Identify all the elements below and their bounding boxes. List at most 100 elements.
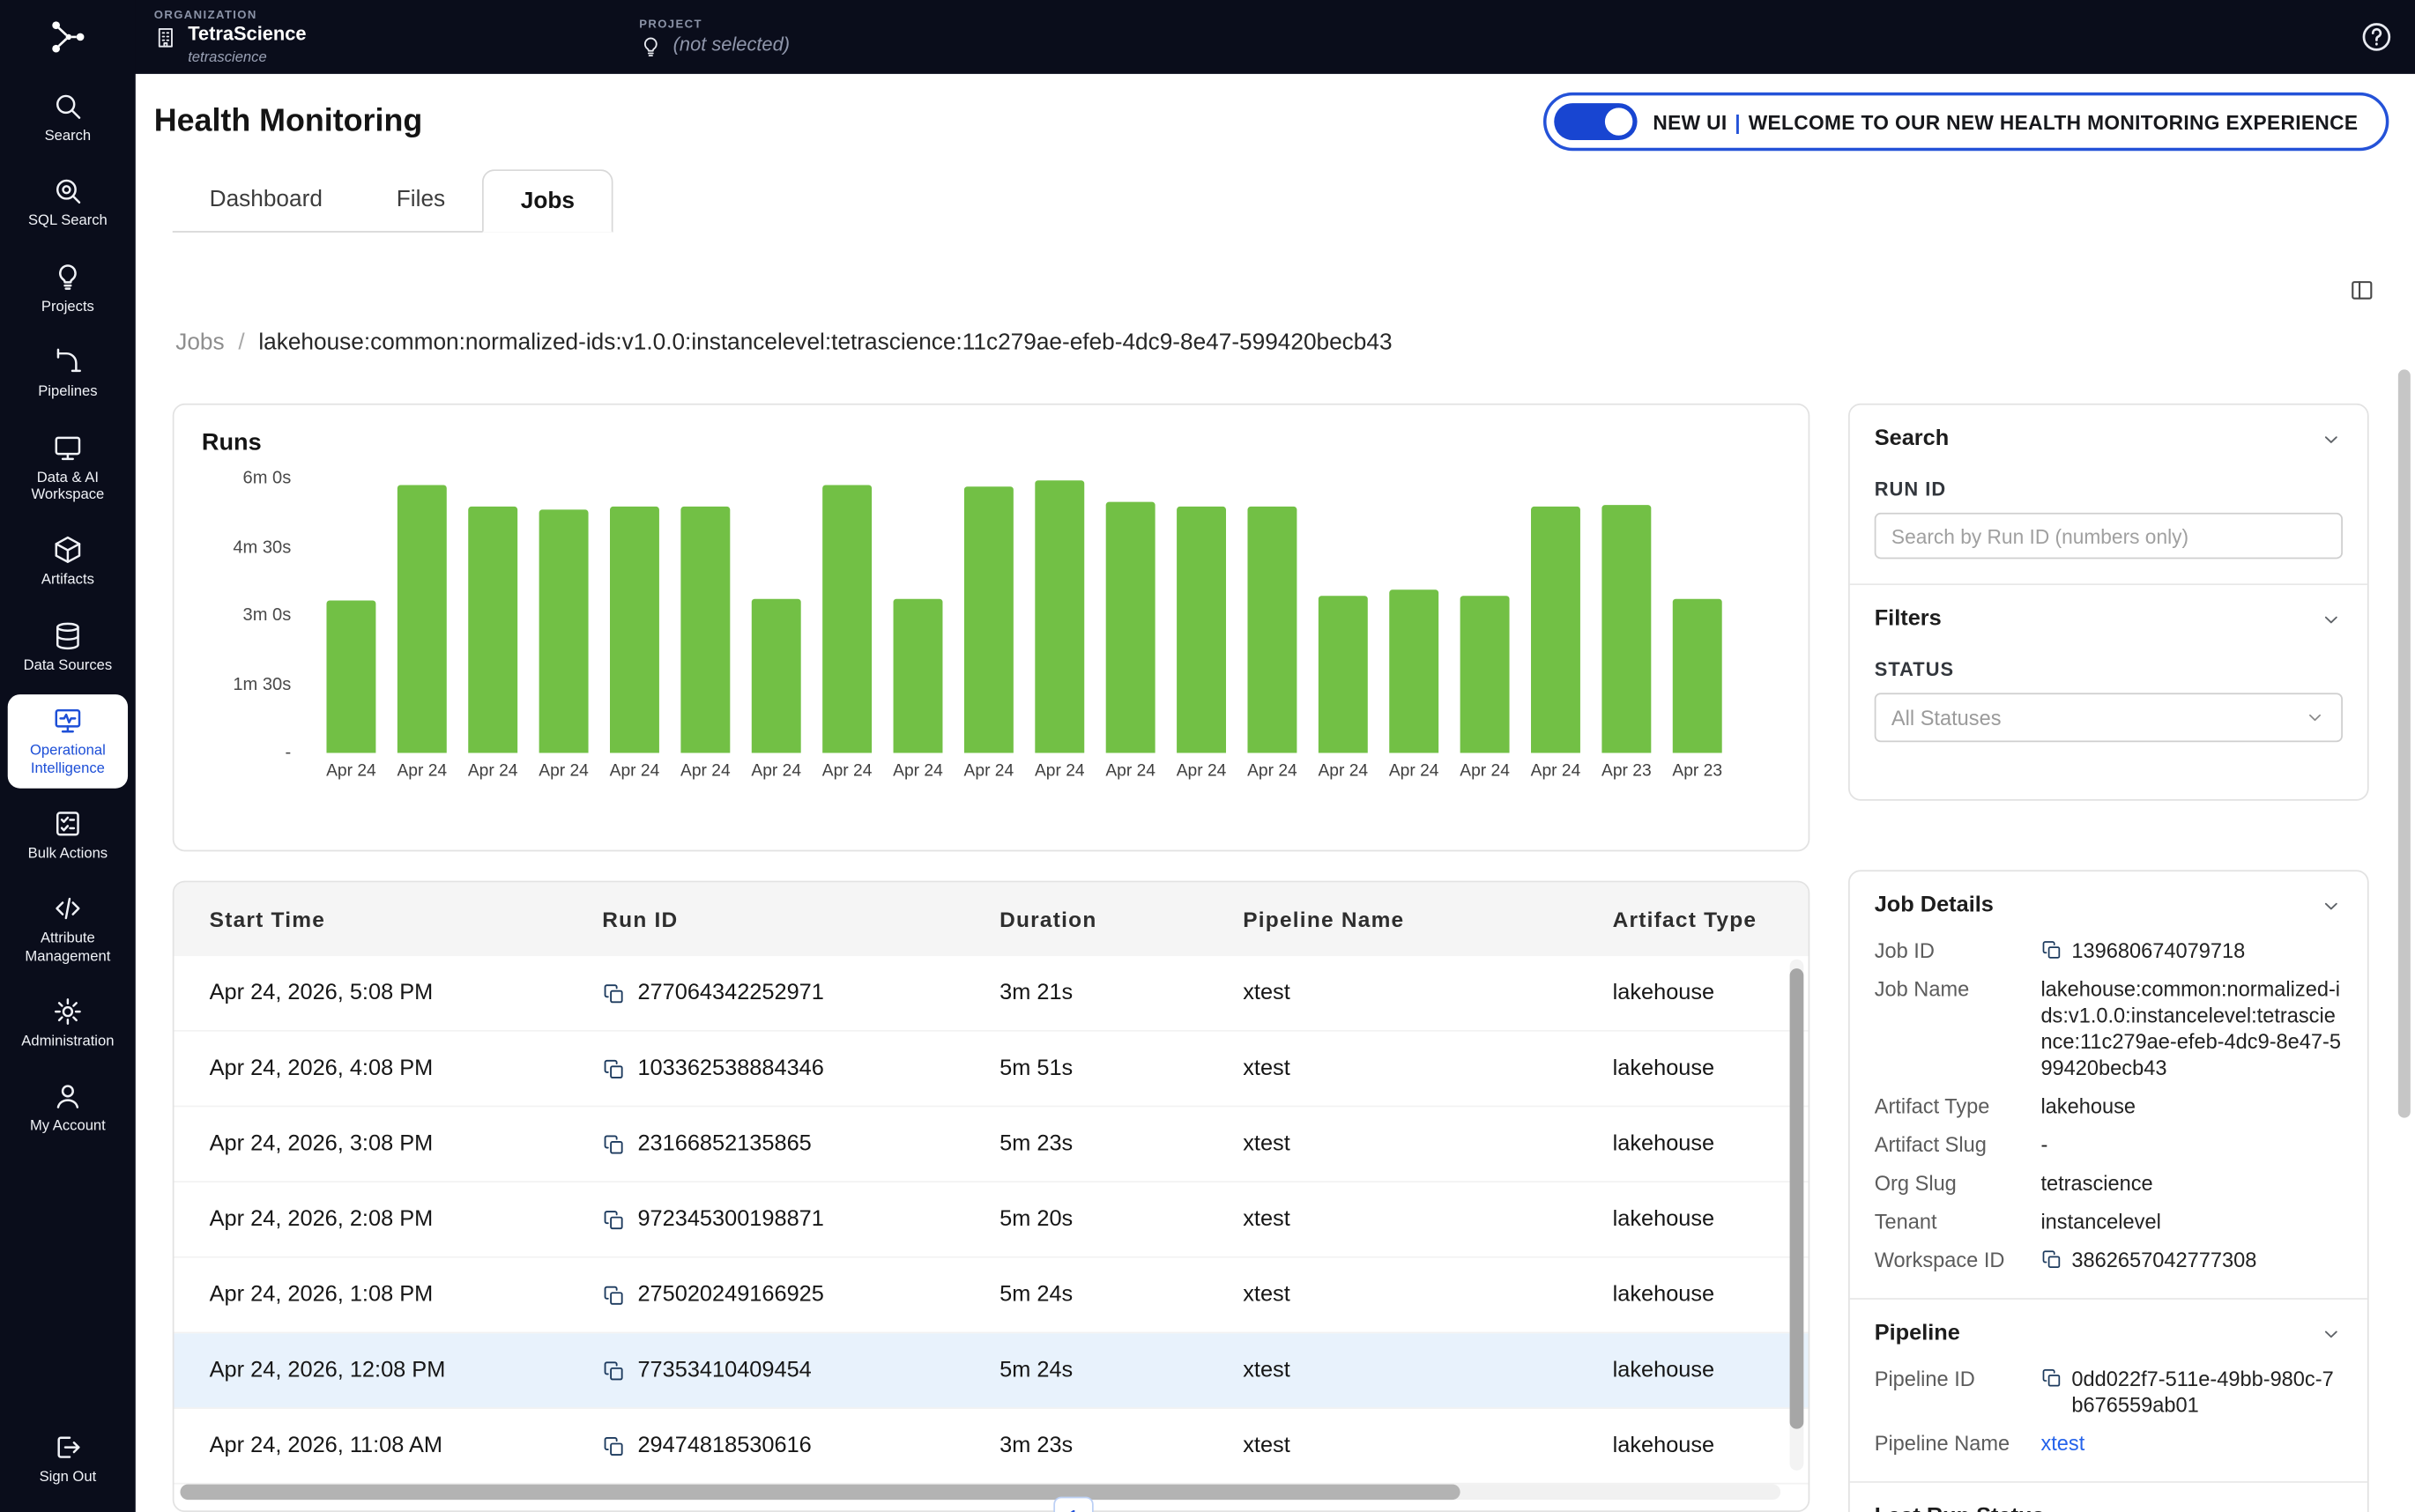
- sidebar-item-bulk-actions[interactable]: Bulk Actions: [8, 797, 128, 873]
- job-details-section-header[interactable]: Job Details: [1875, 893, 2343, 918]
- run-duration-bar[interactable]: [326, 600, 376, 753]
- column-header-artifact-type[interactable]: Artifact Type: [1577, 907, 1808, 931]
- table-row[interactable]: Apr 24, 2026, 1:08 PM 275020249166925 5m 2…: [174, 1257, 1809, 1334]
- run-id-cell[interactable]: 275020249166925: [567, 1283, 964, 1308]
- column-header-start-time[interactable]: Start Time: [209, 907, 326, 932]
- field-value-text[interactable]: xtest: [2040, 1432, 2085, 1456]
- table-row[interactable]: Apr 24, 2026, 5:08 PM 277064342252971 3m 2…: [174, 956, 1809, 1032]
- run-duration-bar[interactable]: [751, 598, 801, 753]
- table-horizontal-scrollbar[interactable]: [180, 1484, 1781, 1501]
- field-value[interactable]: xtest: [2040, 1430, 2343, 1456]
- sidebar-item-pipelines[interactable]: Pipelines: [8, 336, 128, 411]
- run-id-cell[interactable]: 972345300198871: [567, 1207, 964, 1232]
- run-duration-bar[interactable]: [1531, 506, 1580, 753]
- copy-icon[interactable]: [602, 1057, 625, 1080]
- building-icon: [154, 26, 177, 49]
- run-duration-bar[interactable]: [1247, 506, 1297, 753]
- run-duration-bar[interactable]: [893, 598, 943, 753]
- table-vertical-scrollbar-thumb[interactable]: [1789, 968, 1804, 1429]
- page-vertical-scrollbar[interactable]: [2397, 369, 2411, 1118]
- sidebar-item-label: Bulk Actions: [27, 845, 108, 863]
- column-header-pipeline-name[interactable]: Pipeline Name: [1208, 907, 1577, 931]
- run-duration-bar[interactable]: [1318, 596, 1368, 753]
- sidebar-item-search[interactable]: Search: [8, 80, 128, 156]
- copy-icon[interactable]: [2040, 1249, 2062, 1270]
- table-row[interactable]: Apr 24, 2026, 11:08 AM 29474818530616 3m 2…: [174, 1408, 1809, 1485]
- x-axis-label: Apr 24: [539, 762, 589, 781]
- sidebar-item-sql-search[interactable]: SQL Search: [8, 166, 128, 241]
- page-1-button[interactable]: 1: [1053, 1496, 1094, 1512]
- table-horizontal-scrollbar-thumb[interactable]: [180, 1484, 1460, 1501]
- pipeline-name-cell: xtest: [1243, 1358, 1290, 1383]
- sidebar-item-operational-intelligence[interactable]: Operational Intelligence: [7, 694, 129, 789]
- run-duration-bar[interactable]: [680, 506, 731, 753]
- run-id-cell[interactable]: 29474818530616: [567, 1434, 964, 1458]
- breadcrumb-jobs-link[interactable]: Jobs: [175, 329, 225, 356]
- panel-toggle-icon[interactable]: [2349, 278, 2375, 304]
- field-value: lakehouse: [2040, 1093, 2343, 1120]
- column-header-duration[interactable]: Duration: [964, 907, 1208, 931]
- x-axis-label: Apr 24: [1318, 762, 1369, 781]
- sidebar-item-data-ai-workspace[interactable]: Data & AI Workspace: [8, 421, 128, 515]
- duration-cell: 5m 20s: [999, 1207, 1074, 1232]
- job-details-field: Artifact Type lakehouse: [1875, 1093, 2343, 1120]
- new-ui-toggle[interactable]: [1554, 103, 1638, 141]
- run-duration-bar[interactable]: [1601, 505, 1652, 753]
- sidebar-item-projects[interactable]: Projects: [8, 250, 128, 326]
- sidebar-item-artifacts[interactable]: Artifacts: [8, 524, 128, 600]
- copy-icon[interactable]: [602, 1359, 625, 1382]
- run-id-cell[interactable]: 23166852135865: [567, 1131, 964, 1156]
- status-select[interactable]: All Statuses: [1874, 693, 2343, 743]
- sidebar-item-administration[interactable]: Administration: [8, 986, 128, 1062]
- search-section-header[interactable]: Search: [1875, 426, 2343, 451]
- last-run-status-section-header[interactable]: Last Run Status: [1875, 1504, 2343, 1512]
- last-run-status-title: Last Run Status: [1875, 1504, 2045, 1512]
- table-row[interactable]: Apr 24, 2026, 3:08 PM 23166852135865 5m 23…: [174, 1107, 1809, 1183]
- table-row[interactable]: Apr 24, 2026, 4:08 PM 103362538884346 5m 5…: [174, 1031, 1809, 1108]
- run-duration-bar[interactable]: [468, 506, 518, 753]
- run-duration-bar[interactable]: [963, 486, 1014, 753]
- run-duration-bar[interactable]: [1460, 596, 1510, 753]
- run-duration-bar[interactable]: [610, 506, 659, 753]
- pipeline-section-header[interactable]: Pipeline: [1875, 1321, 2343, 1345]
- copy-icon[interactable]: [602, 1284, 625, 1307]
- table-row[interactable]: Apr 24, 2026, 2:08 PM 972345300198871 5m 2…: [174, 1182, 1809, 1258]
- copy-icon[interactable]: [2040, 1367, 2062, 1389]
- sidebar-item-my-account[interactable]: My Account: [8, 1071, 128, 1146]
- copy-icon[interactable]: [602, 1208, 625, 1231]
- run-duration-bar[interactable]: [1389, 589, 1439, 753]
- copy-icon[interactable]: [602, 1132, 625, 1155]
- sidebar-item-label: Operational Intelligence: [29, 742, 106, 777]
- run-duration-bar[interactable]: [1035, 480, 1085, 753]
- run-duration-bar[interactable]: [539, 509, 589, 753]
- run-duration-bar[interactable]: [1672, 598, 1722, 753]
- run-duration-bar[interactable]: [1177, 506, 1227, 753]
- project-value[interactable]: (not selected): [672, 33, 791, 56]
- run-bar-column: Apr 24: [1166, 478, 1237, 781]
- filters-section-header[interactable]: Filters: [1875, 607, 2343, 631]
- tab-dashboard[interactable]: Dashboard: [209, 186, 323, 213]
- copy-icon[interactable]: [602, 982, 625, 1004]
- start-time-cell: Apr 24, 2026, 3:08 PM: [209, 1131, 434, 1157]
- tab-jobs[interactable]: Jobs: [482, 169, 613, 233]
- organization-name[interactable]: TetraScience: [188, 23, 307, 45]
- copy-icon[interactable]: [602, 1434, 625, 1457]
- sidebar-item-attribute-management[interactable]: Attribute Management: [8, 883, 128, 976]
- run-duration-bar[interactable]: [822, 485, 873, 753]
- job-details-title: Job Details: [1874, 893, 1994, 918]
- tab-files[interactable]: Files: [396, 186, 446, 213]
- run-id-cell[interactable]: 77353410409454: [567, 1358, 964, 1382]
- help-icon[interactable]: [2359, 20, 2393, 54]
- copy-icon[interactable]: [2040, 939, 2062, 960]
- run-duration-bar[interactable]: [397, 485, 447, 753]
- sidebar-item-data-sources[interactable]: Data Sources: [8, 610, 128, 686]
- tetrascience-logo[interactable]: [0, 0, 136, 74]
- run-id-cell[interactable]: 103362538884346: [567, 1056, 964, 1081]
- run-duration-bar[interactable]: [1105, 501, 1155, 753]
- run-id-search-input[interactable]: [1874, 512, 2343, 560]
- table-vertical-scrollbar[interactable]: [1789, 959, 1804, 1471]
- run-id-cell[interactable]: 277064342252971: [567, 981, 964, 1005]
- sidebar-item-sign-out[interactable]: Sign Out: [8, 1420, 128, 1496]
- table-row[interactable]: Apr 24, 2026, 12:08 PM 77353410409454 5m 2…: [174, 1333, 1809, 1409]
- column-header-run-id[interactable]: Run ID: [567, 907, 964, 931]
